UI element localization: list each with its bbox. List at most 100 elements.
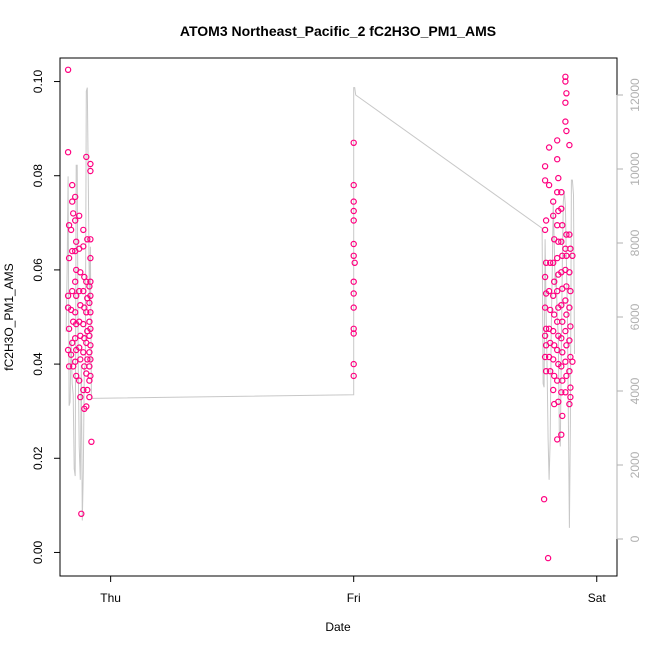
data-point bbox=[542, 259, 550, 266]
data-point bbox=[87, 356, 94, 363]
data-point bbox=[563, 252, 570, 259]
data-point bbox=[80, 226, 87, 234]
data-point bbox=[68, 247, 76, 255]
data-point bbox=[84, 356, 91, 363]
chart-title: ATOM3 Northeast_Pacific_2 fC2H3O_PM1_AMS bbox=[180, 23, 496, 39]
data-point bbox=[554, 436, 561, 443]
data-point bbox=[566, 368, 573, 375]
data-point bbox=[547, 306, 554, 314]
data-point bbox=[567, 393, 574, 401]
data-point bbox=[563, 311, 570, 318]
data-point bbox=[350, 207, 357, 215]
data-point bbox=[563, 283, 570, 290]
data-point bbox=[350, 252, 357, 259]
data-point bbox=[64, 148, 72, 156]
data-point bbox=[547, 368, 554, 375]
data-point bbox=[350, 304, 357, 311]
altitude-line bbox=[65, 87, 575, 528]
y2-tick-label: 4000 bbox=[628, 377, 642, 404]
data-point bbox=[69, 210, 77, 217]
data-point bbox=[554, 137, 561, 144]
y-axis-right: 0 2000 4000 6000 8000 10000 12000 bbox=[616, 78, 642, 542]
x-axis-label: Date bbox=[325, 620, 351, 634]
data-point bbox=[80, 287, 87, 295]
data-point bbox=[350, 372, 357, 380]
data-point bbox=[87, 167, 94, 175]
data-point bbox=[554, 155, 561, 163]
data-point bbox=[350, 240, 357, 248]
data-point bbox=[545, 181, 553, 189]
data-point bbox=[541, 163, 549, 170]
data-point bbox=[562, 99, 569, 106]
data-point bbox=[350, 330, 357, 337]
data-point bbox=[554, 221, 561, 229]
data-point bbox=[540, 496, 548, 503]
data-point bbox=[555, 174, 562, 182]
data-point bbox=[87, 342, 94, 349]
data-point bbox=[566, 231, 573, 238]
y-tick-label: 0.10 bbox=[31, 70, 45, 94]
data-point bbox=[559, 221, 566, 229]
y2-tick-label: 0 bbox=[628, 535, 642, 542]
data-point bbox=[87, 160, 94, 168]
data-point bbox=[550, 198, 557, 205]
data-point bbox=[68, 287, 76, 295]
y-axis-label: fC2H3O_PM1_AMS bbox=[2, 263, 16, 370]
data-point bbox=[64, 346, 72, 354]
data-point bbox=[71, 335, 79, 342]
y-tick-label: 0.02 bbox=[31, 446, 45, 470]
data-point bbox=[65, 254, 73, 262]
data-point bbox=[545, 287, 553, 295]
data-point bbox=[559, 318, 566, 325]
data-point bbox=[64, 66, 72, 74]
data-point bbox=[544, 554, 552, 562]
data-point bbox=[72, 238, 80, 245]
data-point bbox=[558, 302, 565, 309]
data-point bbox=[65, 325, 73, 332]
data-point bbox=[351, 259, 358, 266]
data-point bbox=[558, 335, 565, 342]
data-point bbox=[88, 438, 95, 445]
data-point bbox=[562, 297, 569, 304]
data-point bbox=[75, 344, 83, 351]
data-point bbox=[75, 287, 83, 295]
data-point bbox=[559, 412, 566, 420]
data-point bbox=[569, 358, 576, 365]
data-points-layer bbox=[64, 66, 576, 562]
data-point bbox=[75, 377, 83, 384]
data-point bbox=[350, 217, 357, 224]
data-point bbox=[551, 311, 558, 318]
data-point bbox=[83, 278, 90, 285]
data-point bbox=[541, 304, 549, 311]
data-point bbox=[566, 337, 573, 344]
data-point bbox=[567, 245, 574, 252]
data-point bbox=[550, 292, 557, 299]
data-point bbox=[77, 393, 84, 401]
data-point bbox=[86, 393, 93, 401]
y2-tick-label: 2000 bbox=[628, 451, 642, 478]
data-point bbox=[558, 188, 565, 196]
y2-tick-label: 6000 bbox=[628, 303, 642, 330]
x-tick-label: Fri bbox=[347, 591, 361, 605]
data-point bbox=[87, 278, 94, 285]
y-axis-left: 0.00 0.02 0.04 0.06 0.08 0.10 bbox=[31, 70, 61, 564]
data-point bbox=[550, 356, 557, 363]
data-point bbox=[84, 386, 91, 394]
data-point bbox=[68, 339, 76, 347]
x-tick-label: Sat bbox=[588, 591, 607, 605]
data-point bbox=[558, 205, 565, 212]
data-point bbox=[83, 403, 90, 410]
data-point bbox=[80, 386, 87, 394]
data-point bbox=[542, 325, 550, 332]
y-tick-label: 0.04 bbox=[31, 352, 45, 376]
data-point bbox=[562, 389, 569, 396]
data-point bbox=[566, 141, 573, 149]
y2-tick-label: 12000 bbox=[628, 78, 642, 112]
y-tick-label: 0.06 bbox=[31, 258, 45, 282]
data-point bbox=[562, 118, 569, 125]
data-point bbox=[75, 212, 83, 219]
data-point bbox=[567, 287, 574, 295]
data-point bbox=[541, 177, 549, 184]
data-point bbox=[87, 236, 94, 243]
